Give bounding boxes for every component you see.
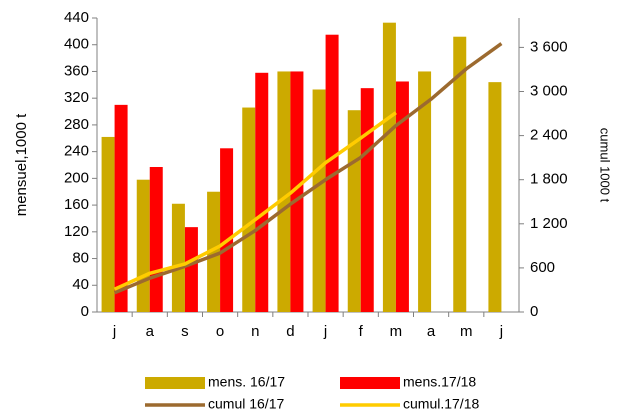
legend-label: cumul.17/18 xyxy=(403,396,479,412)
legend-swatch xyxy=(145,377,205,389)
y2-tick-label: 1 800 xyxy=(530,171,568,188)
bar xyxy=(395,81,409,313)
y-tick-label: 280 xyxy=(64,116,89,133)
x-tick-label: d xyxy=(286,323,294,340)
x-tick-label: j xyxy=(112,323,116,340)
y2-tick-label: 1 200 xyxy=(530,215,568,232)
y-tick-label: 160 xyxy=(64,196,89,213)
legend-swatch xyxy=(340,377,400,389)
legend-label: mens.17/18 xyxy=(403,374,476,390)
line xyxy=(113,42,503,295)
x-tick-label: a xyxy=(427,323,436,340)
y-tick-label: 0 xyxy=(81,303,89,320)
x-tick-label: m xyxy=(460,323,473,340)
x-tick-label: s xyxy=(181,323,189,340)
x-tick-label: j xyxy=(323,323,327,340)
bar xyxy=(418,71,432,312)
y2-tick-label: 600 xyxy=(530,259,555,276)
y-tick-label: 240 xyxy=(64,143,89,160)
y-tick-label: 120 xyxy=(64,223,89,240)
y-tick-label: 360 xyxy=(64,62,89,79)
y2-tick-label: 3 600 xyxy=(530,38,568,55)
bar xyxy=(453,36,467,312)
y-tick-label: 80 xyxy=(72,250,89,267)
y-axis-label: mensuel,1000 t xyxy=(13,113,30,216)
y-tick-label: 200 xyxy=(64,169,89,186)
bar xyxy=(382,22,396,312)
bar xyxy=(149,167,163,312)
bar xyxy=(290,71,304,312)
y-tick-label: 400 xyxy=(64,36,89,53)
bar xyxy=(184,227,198,312)
bar xyxy=(136,179,150,312)
bar xyxy=(101,136,115,312)
y2-axis-label: cumul 1000 t xyxy=(598,128,613,203)
x-tick-label: m xyxy=(390,323,403,340)
bar xyxy=(114,104,128,312)
bar xyxy=(488,82,502,313)
line xyxy=(113,111,397,291)
y2-tick-label: 3 000 xyxy=(530,82,568,99)
bar xyxy=(207,191,221,312)
legend-label: cumul 16/17 xyxy=(208,396,284,412)
bar xyxy=(277,71,291,312)
legend-label: mens. 16/17 xyxy=(208,374,285,390)
x-tick-label: o xyxy=(216,323,224,340)
bar xyxy=(220,148,234,312)
y2-tick-label: 0 xyxy=(530,303,538,320)
bar xyxy=(171,203,185,312)
x-tick-label: f xyxy=(359,323,364,340)
y-tick-label: 440 xyxy=(64,9,89,26)
bar xyxy=(360,88,374,312)
x-tick-label: j xyxy=(499,323,503,340)
y-tick-label: 320 xyxy=(64,89,89,106)
y2-tick-label: 2 400 xyxy=(530,127,568,144)
bar xyxy=(325,34,339,313)
y-tick-label: 40 xyxy=(72,276,89,293)
bar xyxy=(312,89,326,312)
bar xyxy=(255,72,269,312)
x-tick-label: n xyxy=(251,323,259,340)
bar xyxy=(242,107,256,312)
x-tick-label: a xyxy=(146,323,155,340)
